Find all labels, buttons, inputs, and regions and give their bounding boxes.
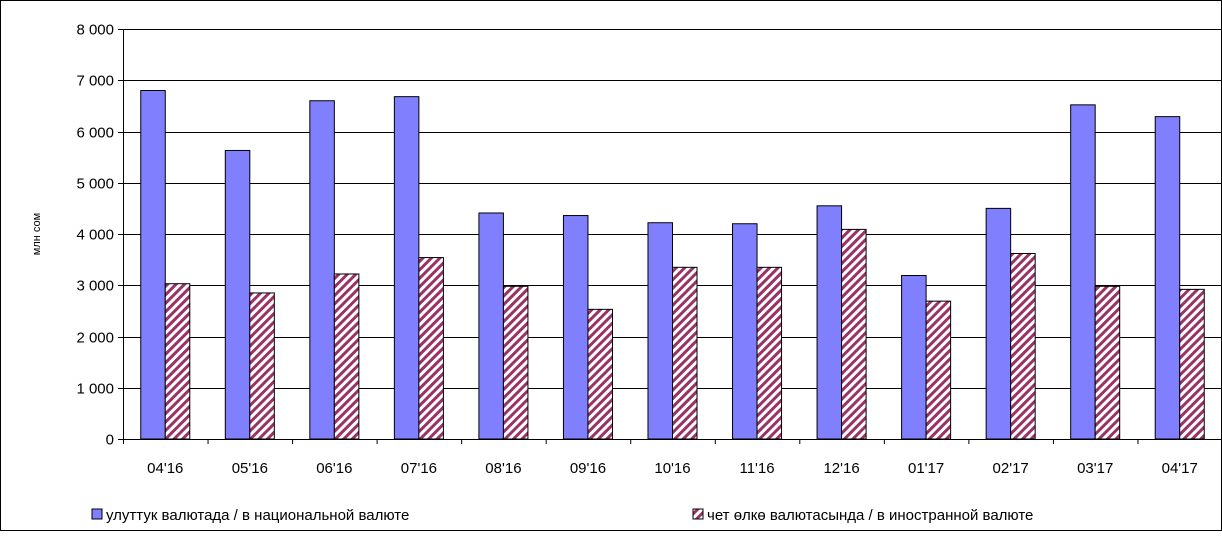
bar-national-currency (647, 222, 673, 440)
x-tick-label: 11'16 (739, 460, 774, 477)
gridlines (123, 29, 1222, 389)
bar-foreign-currency (672, 266, 698, 440)
x-tick-label: 03'17 (1077, 460, 1113, 477)
x-tick-label: 09'16 (570, 460, 606, 477)
x-tick-label: 01'17 (908, 460, 944, 477)
bar-foreign-currency (925, 300, 952, 440)
y-tick-label: 2 000 (76, 330, 114, 347)
x-tick-label: 04'17 (1162, 460, 1198, 477)
y-tick-label: 7 000 (76, 73, 114, 90)
bar-national-currency (140, 90, 166, 440)
x-tick-label: 07'16 (401, 460, 437, 477)
y-tick-label: 3 000 (76, 278, 114, 295)
bar-foreign-currency (164, 283, 191, 440)
y-tick-label: 1 000 (76, 381, 114, 398)
legend-label-foreign: чет өлкө валютасында / в иностранной вал… (707, 507, 1033, 524)
bar-foreign-currency (587, 308, 613, 440)
bar-national-currency (1154, 116, 1181, 440)
legend-swatch-foreign (692, 508, 704, 520)
bar-national-currency (562, 215, 589, 440)
y-axis-label: млн сом (31, 213, 43, 255)
x-tick-label: 06'16 (316, 460, 352, 477)
bar-foreign-currency (502, 285, 529, 440)
x-tick-label: 05'16 (232, 460, 268, 477)
y-tick-label: 0 (106, 432, 114, 449)
bar-national-currency (224, 149, 251, 440)
y-tick-label: 4 000 (76, 227, 114, 244)
y-tick-label: 8 000 (76, 22, 114, 39)
bar-national-currency (985, 207, 1012, 440)
bars (140, 90, 1205, 440)
bar-foreign-currency (249, 292, 275, 440)
bar-foreign-currency (841, 228, 867, 440)
bar-national-currency (309, 100, 335, 440)
bar-foreign-currency (418, 257, 444, 440)
x-tick-label: 08'16 (485, 460, 521, 477)
bar-foreign-currency (1179, 288, 1205, 440)
tick-labels: 0 1 000 2 000 3 000 4 000 5 000 6 000 7 000 8 00… (76, 22, 1197, 478)
bar-national-currency (901, 275, 927, 440)
legend-label-national: улуттук валютада / в национальной валюте (106, 507, 409, 524)
legend-swatch-national (91, 508, 103, 520)
x-tick-label: 04'16 (147, 460, 183, 477)
bar-national-currency (816, 205, 843, 440)
bar-foreign-currency (333, 273, 360, 440)
y-tick-label: 5 000 (76, 176, 114, 193)
bar-foreign-currency (756, 266, 783, 440)
legend: улуттук валютада / в национальной валюте… (91, 507, 1033, 524)
y-tick-label: 6 000 (76, 125, 114, 142)
x-tick-label: 02'17 (993, 460, 1029, 477)
bar-national-currency (393, 96, 420, 440)
bar-foreign-currency (1010, 252, 1036, 440)
bar-national-currency (732, 223, 758, 440)
bar-national-currency (478, 212, 504, 440)
x-tick-label: 10'16 (654, 460, 690, 477)
bar-national-currency (1070, 104, 1096, 440)
x-tick-label: 12'16 (823, 460, 859, 477)
bar-foreign-currency (1094, 285, 1121, 440)
